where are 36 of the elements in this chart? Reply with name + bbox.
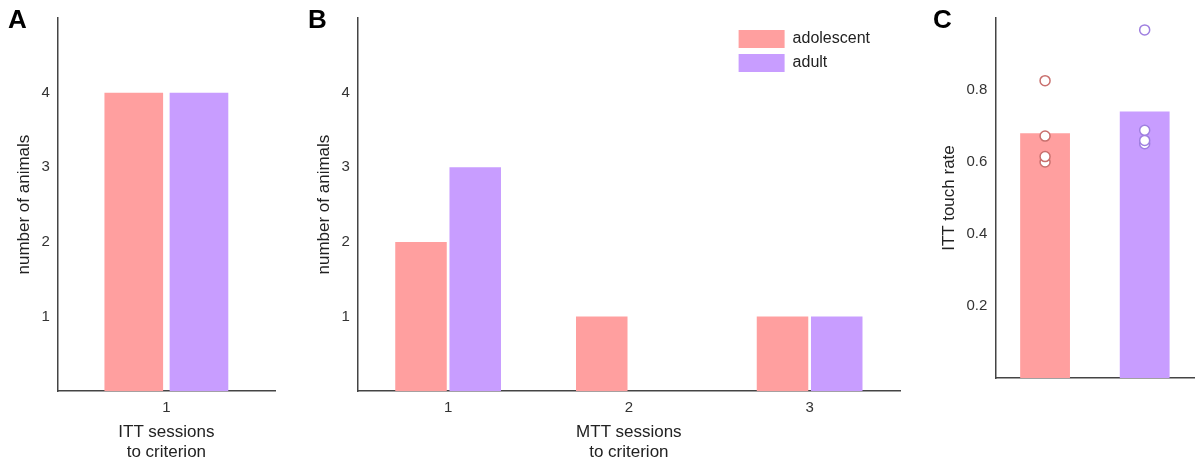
y-tick-label: 3: [41, 157, 50, 175]
x-tick-label: 1: [443, 398, 453, 416]
legend-label: adolescent: [792, 29, 871, 47]
point: [1039, 130, 1051, 142]
y-tick-label: 1: [41, 306, 50, 324]
chart-title: A: [8, 4, 27, 35]
x-axis-title: MTT sessions to criterion: [576, 422, 682, 462]
chart-title: C: [933, 4, 952, 35]
x-tick-label: 1: [162, 398, 171, 416]
point: [1039, 74, 1051, 87]
y-tick-label: 0.8: [966, 80, 988, 98]
x-tick-label: 3: [805, 398, 814, 416]
y-tick-label: 0.6: [966, 152, 988, 170]
y-tick-label: 1: [341, 306, 350, 324]
point: [1039, 150, 1051, 163]
y-tick-label: 2: [41, 232, 50, 250]
y-tick-label: 4: [341, 82, 350, 100]
y-tick-label: 0.2: [966, 296, 988, 314]
y-axis-title: number of animals: [13, 134, 33, 275]
chart-title: B: [308, 4, 327, 35]
y-tick-label: 3: [341, 157, 350, 175]
bar: [576, 316, 628, 392]
legend-label: adult: [792, 53, 828, 71]
bar: [395, 241, 447, 392]
y-axis-title: number of animals: [313, 134, 333, 275]
y-tick-label: 4: [41, 82, 50, 100]
x-tick-label: 2: [624, 398, 634, 416]
bar: [756, 316, 809, 392]
x-axis-title: ITT sessions to criterion: [118, 422, 215, 462]
bar: [449, 167, 501, 392]
y-tick-label: 2: [341, 232, 350, 250]
bar: [810, 316, 863, 392]
point: [1138, 24, 1151, 36]
y-axis-title: ITT touch rate: [938, 145, 958, 251]
y-tick-label: 0.4: [966, 224, 988, 242]
point: [1138, 124, 1151, 137]
